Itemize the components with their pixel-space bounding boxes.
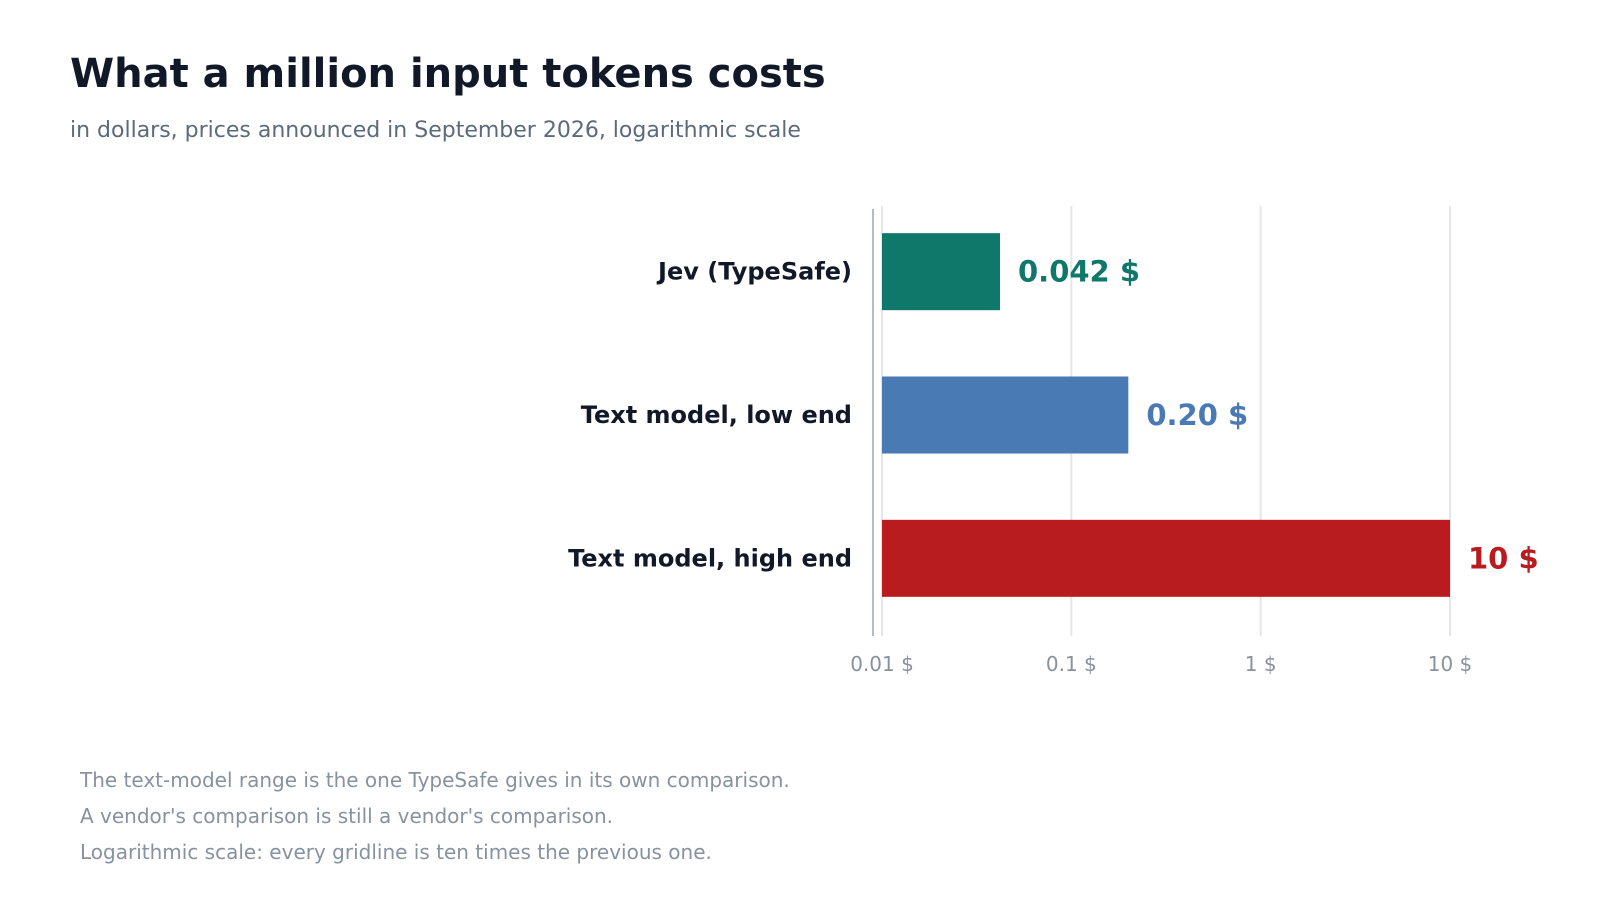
x-tick-labels: 0.01 $ 0.1 $ 1 $ 10 $	[850, 652, 1472, 676]
x-tick-label: 0.1 $	[1046, 652, 1097, 676]
category-label: Text model, high end	[568, 544, 852, 572]
bar	[882, 519, 1450, 597]
value-label: 0.20 $	[1146, 398, 1248, 432]
category-label: Text model, low end	[581, 401, 852, 429]
x-tick-label: 10 $	[1428, 652, 1473, 676]
x-tick-label: 1 $	[1245, 652, 1277, 676]
value-label: 0.042 $	[1018, 255, 1140, 289]
footnote: The text-model range is the one TypeSafe…	[80, 768, 790, 792]
value-label: 10 $	[1468, 541, 1539, 575]
footnotes: The text-model range is the one TypeSafe…	[80, 762, 790, 870]
category-label: Jev (TypeSafe)	[656, 258, 852, 286]
bar	[882, 376, 1129, 454]
bar	[882, 233, 1001, 311]
bar-chart: Jev (TypeSafe) 0.042 $ Text model, low end…	[568, 206, 1539, 676]
x-tick-label: 0.01 $	[850, 652, 914, 676]
footnote: Logarithmic scale: every gridline is ten…	[80, 840, 712, 864]
footnote: A vendor's comparison is still a vendor'…	[80, 804, 614, 828]
bars: Jev (TypeSafe) 0.042 $ Text model, low end…	[568, 233, 1539, 597]
chart-subtitle: in dollars, prices announced in Septembe…	[70, 118, 801, 143]
chart-title: What a million input tokens costs	[70, 51, 826, 97]
